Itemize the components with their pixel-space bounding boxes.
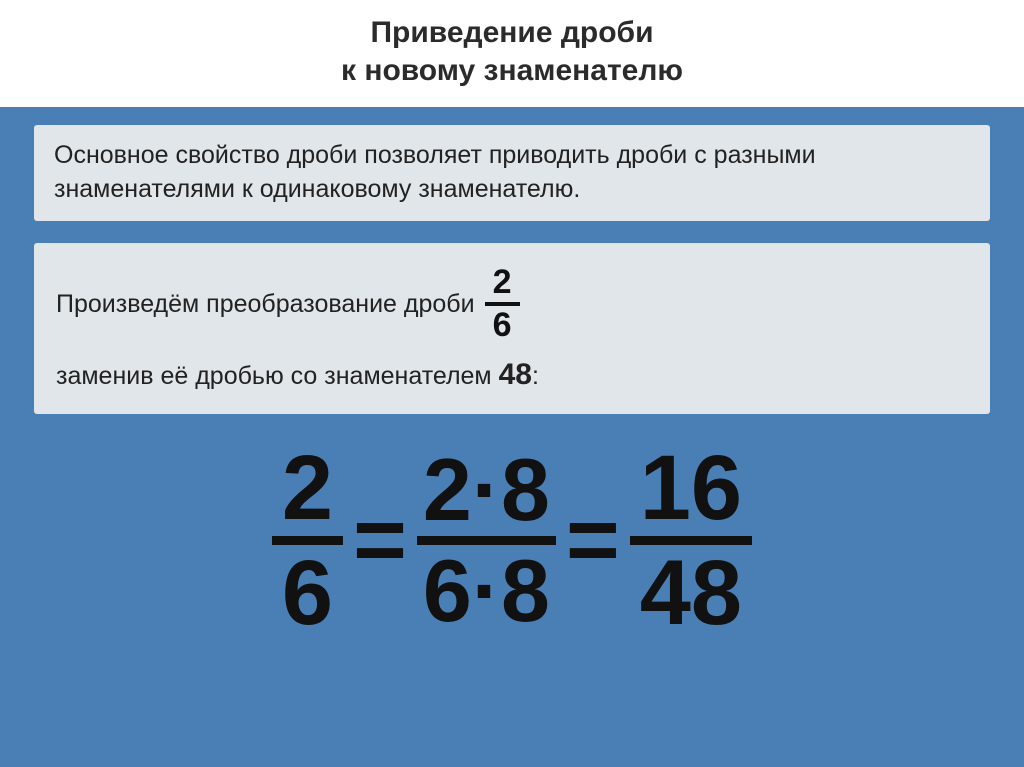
info-box: Основное свойство дроби позволяет привод… (34, 125, 990, 221)
slide-header: Приведение дроби к новому знаменателю (0, 0, 1024, 107)
eq-equals-1: = (351, 494, 409, 586)
example-text-after: заменив её дробью со знаменателем 48: (56, 358, 968, 392)
example-text-after-2: : (532, 362, 539, 390)
eq-frac1-den: 6 (272, 547, 343, 639)
eq-frac2-den: 6·8 (417, 547, 556, 635)
slide-title: Приведение дроби к новому знаменателю (0, 14, 1024, 89)
example-text-before: Произведём преобразование дроби (56, 290, 475, 319)
eq-frac2-num: 2·8 (417, 446, 556, 534)
slide-background: Приведение дроби к новому знаменателю Ос… (0, 0, 1024, 767)
example-box: Произведём преобразование дроби 2 6 заме… (34, 243, 990, 414)
eq-frac1-num: 2 (272, 442, 343, 534)
title-line-2: к новому знаменателю (341, 54, 683, 87)
eq-fraction-2: 2·8 6·8 (417, 446, 556, 635)
example-frac-num: 2 (485, 265, 520, 301)
title-line-1: Приведение дроби (370, 16, 653, 49)
example-row-1: Произведём преобразование дроби 2 6 (56, 265, 968, 344)
example-frac-den: 6 (485, 308, 520, 344)
main-equation: 2 6 = 2·8 6·8 = 16 48 (34, 442, 990, 639)
eq-fraction-1: 2 6 (272, 442, 343, 639)
info-box-text: Основное свойство дроби позволяет привод… (54, 139, 970, 207)
example-fraction: 2 6 (485, 265, 520, 344)
eq-frac3-den: 48 (630, 547, 752, 639)
eq-fraction-3: 16 48 (630, 442, 752, 639)
eq-frac3-num: 16 (630, 442, 752, 534)
eq-equals-2: = (564, 494, 622, 586)
target-denominator: 48 (499, 358, 532, 391)
slide-content: Основное свойство дроби позволяет привод… (0, 107, 1024, 639)
example-text-after-1: заменив её дробью со знаменателем (56, 362, 499, 390)
